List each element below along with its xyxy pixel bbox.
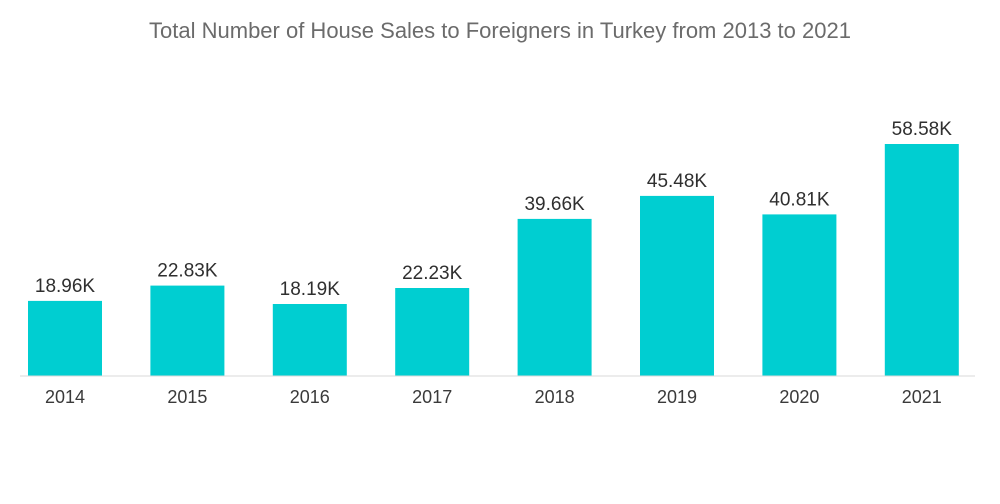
x-tick-label-2020: 2020 (779, 387, 819, 407)
value-label-2015: 22.83K (157, 261, 218, 282)
value-label-2021: 58.58K (892, 119, 953, 140)
x-tick-label-2021: 2021 (902, 387, 942, 407)
bar-2020 (762, 214, 837, 376)
bar-2021 (884, 144, 959, 376)
chart-title: Total Number of House Sales to Foreigner… (149, 18, 851, 43)
x-tick-label-2014: 2014 (45, 387, 85, 407)
bar-2019 (640, 195, 714, 376)
value-label-2018: 39.66K (524, 194, 585, 215)
x-tick-label-2017: 2017 (412, 387, 452, 407)
bar-2018 (517, 218, 592, 376)
bar-2014 (28, 300, 102, 376)
bar-2016 (272, 304, 347, 376)
bar-2017 (395, 288, 470, 376)
value-label-2020: 40.81K (769, 189, 830, 210)
x-tick-label-2019: 2019 (657, 387, 697, 407)
value-label-2016: 18.19K (280, 279, 341, 300)
value-label-2014: 18.96K (35, 276, 96, 297)
bar-2015 (150, 285, 225, 376)
tick-labels-group: 2014 2015 2016 2017 2018 2019 2020 2021 (45, 387, 942, 407)
bars-group (28, 144, 959, 376)
x-tick-label-2015: 2015 (167, 387, 207, 407)
value-label-2017: 22.23K (402, 263, 463, 284)
value-label-2019: 45.48K (647, 171, 708, 192)
value-labels-group: 18.96K 22.83K 18.19K 22.23K 39.66K 45.48K 40.8… (35, 119, 952, 300)
x-tick-label-2018: 2018 (535, 387, 575, 407)
x-tick-label-2016: 2016 (290, 387, 330, 407)
